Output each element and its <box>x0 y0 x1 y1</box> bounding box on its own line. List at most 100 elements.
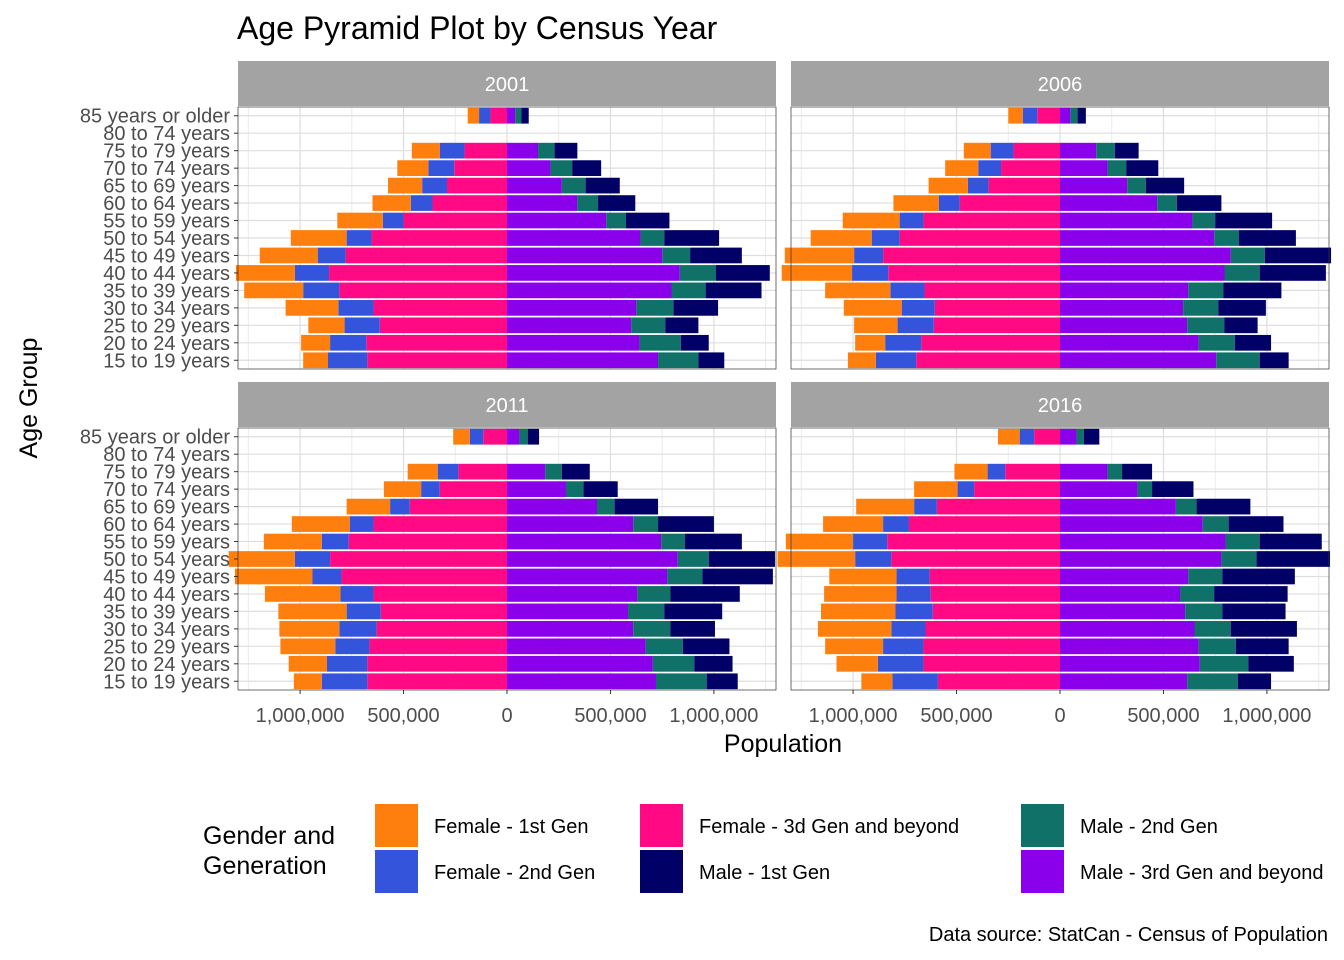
bar-female-1st-gen <box>337 212 383 229</box>
bar-female-1st-gen <box>263 533 322 550</box>
bar-male-3rd-gen-and-beyond <box>1060 603 1186 620</box>
bar-male-2nd-gen <box>652 655 695 672</box>
bar-female-3d-gen-and-beyond <box>933 317 1060 334</box>
bar-female-1st-gen <box>855 334 886 351</box>
bar-female-2nd-gen <box>428 160 455 176</box>
bar-female-2nd-gen <box>321 673 368 690</box>
legend-key <box>640 850 683 893</box>
bar-male-2nd-gen <box>671 282 706 299</box>
bar-male-2nd-gen <box>1107 160 1127 176</box>
bar-male-3rd-gen-and-beyond <box>507 195 578 211</box>
bar-female-2nd-gen <box>326 655 368 672</box>
bar-female-1st-gen <box>823 516 884 532</box>
bar-female-1st-gen <box>843 300 902 316</box>
bar-male-1st-gen <box>561 463 590 480</box>
bar-male-2nd-gen <box>1070 107 1078 124</box>
bar-female-1st-gen <box>997 428 1020 445</box>
bar-male-3rd-gen-and-beyond <box>507 586 638 602</box>
bar-male-2nd-gen <box>1188 568 1223 585</box>
bar-male-2nd-gen <box>1137 481 1153 497</box>
bar-male-3rd-gen-and-beyond <box>507 212 607 229</box>
bar-male-3rd-gen-and-beyond <box>1060 516 1203 532</box>
bar-male-3rd-gen-and-beyond <box>507 177 562 194</box>
y-tick-label: 50 to 54 years <box>103 549 230 571</box>
bar-male-1st-gen <box>1126 160 1159 176</box>
bar-female-2nd-gen <box>896 586 931 602</box>
bar-female-2nd-gen <box>303 282 340 299</box>
bar-male-3rd-gen-and-beyond <box>507 300 637 316</box>
bar-male-1st-gen <box>1114 142 1139 159</box>
bar-female-2nd-gen <box>891 621 926 637</box>
y-tick-label: 70 to 74 years <box>103 479 230 501</box>
y-tick-label: 55 to 59 years <box>103 211 230 233</box>
bar-male-2nd-gen <box>597 498 615 515</box>
y-tick-label: 75 to 79 years <box>103 462 230 484</box>
bar-female-1st-gen <box>842 212 900 229</box>
y-tick-label: 30 to 34 years <box>103 619 230 641</box>
bar-female-1st-gen <box>388 177 423 194</box>
bar-male-3rd-gen-and-beyond <box>1060 638 1199 655</box>
bar-female-2nd-gen <box>895 603 933 620</box>
bar-male-1st-gen <box>682 638 730 655</box>
bar-female-3d-gen-and-beyond <box>409 498 507 515</box>
bar-male-2nd-gen <box>606 212 626 229</box>
y-tick-label: 75 to 79 years <box>103 141 230 163</box>
y-tick-label: 50 to 54 years <box>103 228 230 250</box>
bar-male-2nd-gen <box>1198 334 1235 351</box>
bar-male-3rd-gen-and-beyond <box>1060 212 1193 229</box>
legend-key <box>375 850 418 893</box>
bar-female-3d-gen-and-beyond <box>373 586 507 602</box>
bar-male-1st-gen <box>614 498 659 515</box>
x-tick-label: 0 <box>501 705 512 727</box>
bar-male-1st-gen <box>702 568 773 585</box>
bar-male-2nd-gen <box>667 568 703 585</box>
bar-female-3d-gen-and-beyond <box>330 551 507 567</box>
bar-female-1st-gen <box>346 498 391 515</box>
bar-male-2nd-gen <box>577 195 599 211</box>
bar-male-3rd-gen-and-beyond <box>507 621 634 637</box>
bar-male-2nd-gen <box>661 533 685 550</box>
y-tick-label: 45 to 49 years <box>103 566 230 588</box>
bar-female-3d-gen-and-beyond <box>373 300 507 316</box>
bar-female-3d-gen-and-beyond <box>490 107 507 124</box>
legend-label: Male - 2nd Gen <box>1080 816 1218 838</box>
bar-female-1st-gen <box>467 107 480 124</box>
bar-female-3d-gen-and-beyond <box>916 352 1060 369</box>
bar-female-1st-gen <box>383 481 422 497</box>
bar-male-1st-gen <box>1238 230 1296 246</box>
bar-male-3rd-gen-and-beyond <box>1060 247 1231 264</box>
bar-female-2nd-gen <box>885 334 922 351</box>
facet-strip-label: 2016 <box>1038 395 1083 417</box>
bar-female-3d-gen-and-beyond <box>380 603 507 620</box>
bar-female-1st-gen <box>781 265 853 281</box>
bar-male-1st-gen <box>1259 352 1289 369</box>
x-tick-label: 1,000,000 <box>809 705 898 727</box>
bar-male-3rd-gen-and-beyond <box>1060 655 1200 672</box>
bar-female-3d-gen-and-beyond <box>483 428 507 445</box>
bar-male-2nd-gen <box>1214 230 1239 246</box>
bar-female-1st-gen <box>824 586 897 602</box>
bar-male-1st-gen <box>658 516 714 532</box>
bar-female-3d-gen-and-beyond <box>929 568 1060 585</box>
x-tick-label: 1,000,000 <box>1222 705 1311 727</box>
bar-male-3rd-gen-and-beyond <box>507 655 653 672</box>
facet-strip <box>238 382 776 427</box>
bar-female-2nd-gen <box>479 107 491 124</box>
bar-female-1st-gen <box>914 481 958 497</box>
x-tick-label: 1,000,000 <box>669 705 758 727</box>
bar-male-3rd-gen-and-beyond <box>1060 568 1189 585</box>
bar-female-3d-gen-and-beyond <box>883 247 1060 264</box>
bar-female-3d-gen-and-beyond <box>371 230 507 246</box>
legend-key <box>1021 850 1064 893</box>
bar-female-1st-gen <box>945 160 979 176</box>
bar-female-2nd-gen <box>346 230 372 246</box>
bar-male-3rd-gen-and-beyond <box>507 107 516 124</box>
bar-male-2nd-gen <box>1096 142 1115 159</box>
bar-female-1st-gen <box>453 428 470 445</box>
legend-label: Male - 1st Gen <box>699 862 830 884</box>
bar-male-3rd-gen-and-beyond <box>507 481 566 497</box>
bar-female-1st-gen <box>821 603 896 620</box>
bar-male-2nd-gen <box>658 352 699 369</box>
y-tick-label: 60 to 64 years <box>103 193 230 215</box>
bar-male-3rd-gen-and-beyond <box>507 533 662 550</box>
